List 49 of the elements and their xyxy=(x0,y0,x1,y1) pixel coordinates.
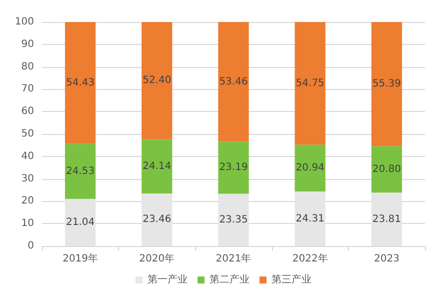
data-label: 20.80 xyxy=(372,164,402,175)
data-label: 24.31 xyxy=(296,213,324,224)
y-tick-label: 60 xyxy=(21,106,34,118)
bar xyxy=(294,192,326,246)
bar xyxy=(371,146,402,193)
data-label: 52.40 xyxy=(142,75,172,86)
data-label: 24.14 xyxy=(142,160,172,172)
x-tick-label: 2021年 xyxy=(216,252,252,264)
bar xyxy=(371,22,402,146)
x-tick-label: 2022年 xyxy=(292,252,328,264)
data-label: 55.39 xyxy=(372,78,402,90)
legend-label: 第二产业 xyxy=(210,274,250,286)
legend-label: 第一产业 xyxy=(148,274,188,286)
bar xyxy=(371,192,402,246)
bar xyxy=(64,22,96,144)
y-tick-label: 90 xyxy=(21,38,34,50)
data-label: 20.94 xyxy=(296,162,324,174)
bar xyxy=(64,144,96,199)
bar xyxy=(142,22,172,140)
data-label: 23.46 xyxy=(142,214,172,226)
y-tick-label: 70 xyxy=(21,84,34,95)
data-label: 23.35 xyxy=(219,214,248,226)
data-label: 23.19 xyxy=(219,162,248,174)
bar xyxy=(218,22,249,142)
data-label: 54.43 xyxy=(66,77,95,88)
data-label: 23.81 xyxy=(372,214,402,225)
bar xyxy=(218,194,249,246)
data-label: 54.75 xyxy=(296,78,324,89)
bar xyxy=(142,139,172,194)
data-label: 21.04 xyxy=(66,216,95,228)
y-tick-label: 10 xyxy=(21,218,34,230)
y-tick-label: 50 xyxy=(21,128,34,140)
y-tick-label: 40 xyxy=(21,150,34,162)
bar xyxy=(142,193,172,246)
x-tick-label: 2020年 xyxy=(139,252,175,264)
bar xyxy=(218,142,249,194)
legend-label: 第三产业 xyxy=(272,274,312,286)
x-tick-label: 2023 xyxy=(374,254,400,264)
data-label: 53.46 xyxy=(219,76,248,88)
bar xyxy=(294,22,326,145)
x-tick-label: 2019年 xyxy=(62,252,98,264)
y-tick-label: 80 xyxy=(21,61,34,72)
bar xyxy=(294,144,326,192)
y-tick-label: 20 xyxy=(21,196,34,207)
y-tick-label: 30 xyxy=(21,173,34,184)
bar xyxy=(64,198,96,246)
y-tick-label: 100 xyxy=(14,16,34,28)
y-tick-label: 0 xyxy=(28,240,34,252)
data-label: 24.53 xyxy=(66,166,95,177)
